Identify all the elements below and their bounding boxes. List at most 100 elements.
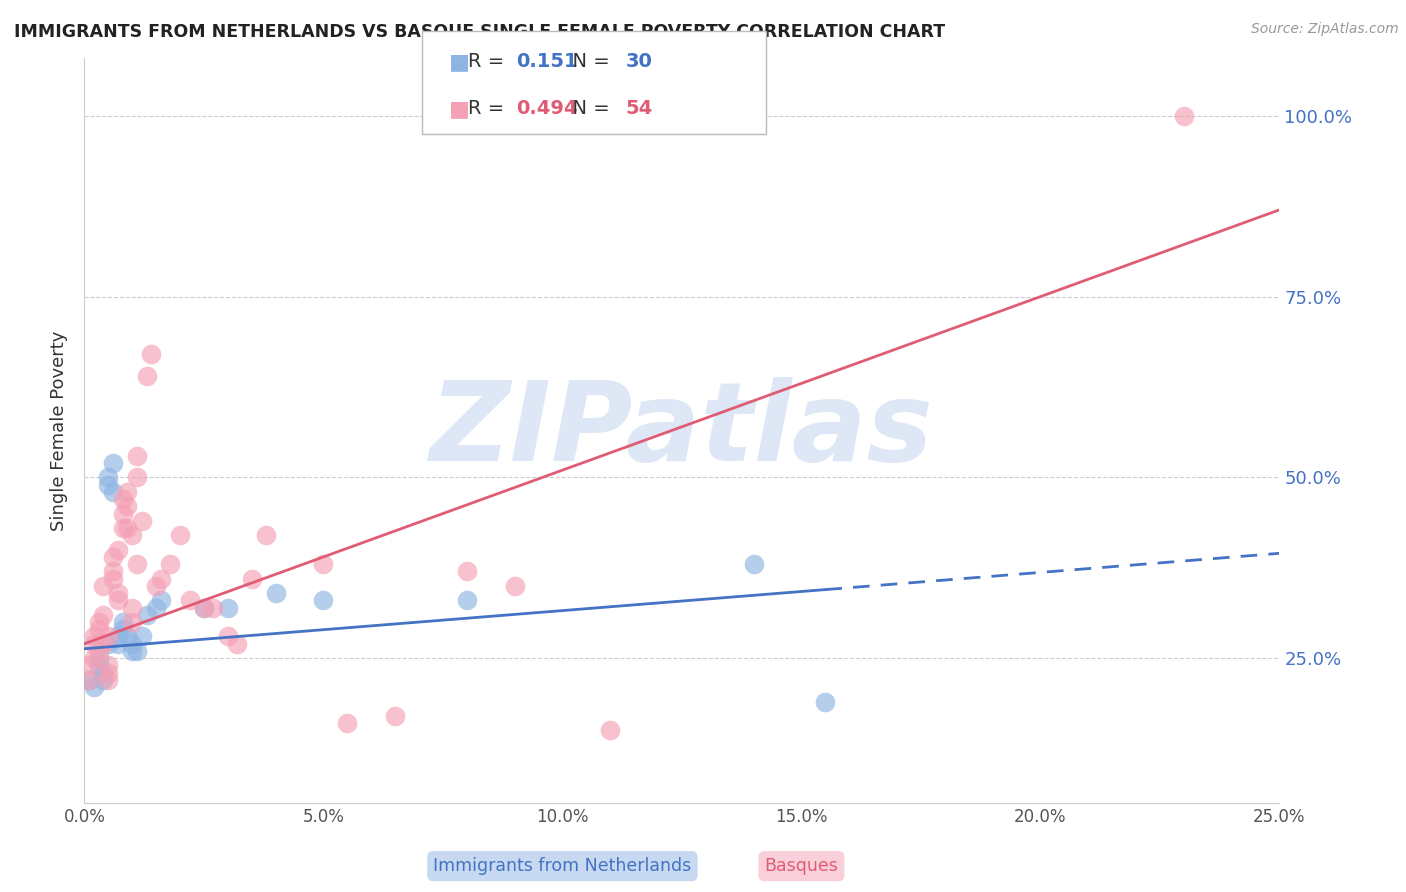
Point <box>97 477 120 491</box>
Point <box>149 593 172 607</box>
Point <box>111 521 134 535</box>
Point <box>125 557 148 571</box>
Point <box>97 630 120 644</box>
Point <box>193 600 215 615</box>
Text: N =: N = <box>560 99 616 119</box>
Text: 0.494: 0.494 <box>516 99 578 119</box>
Point <box>202 600 225 615</box>
Text: Source: ZipAtlas.com: Source: ZipAtlas.com <box>1251 22 1399 37</box>
Point <box>742 557 765 571</box>
Point <box>101 456 124 470</box>
Point <box>125 644 148 658</box>
Point <box>117 500 139 514</box>
Point <box>101 484 124 499</box>
Text: Basques: Basques <box>765 857 838 875</box>
Point <box>87 622 110 636</box>
Point <box>1173 109 1195 123</box>
Text: ■: ■ <box>449 52 470 72</box>
Point <box>125 470 148 484</box>
Point <box>312 557 335 571</box>
Point <box>93 579 115 593</box>
Point <box>312 593 335 607</box>
Point <box>111 492 134 507</box>
Point <box>125 449 148 463</box>
Point <box>111 622 134 636</box>
Text: 54: 54 <box>626 99 652 119</box>
Point <box>131 630 153 644</box>
Point <box>226 637 249 651</box>
Point <box>87 651 110 665</box>
Text: Immigrants from Netherlands: Immigrants from Netherlands <box>433 857 692 875</box>
Text: ■: ■ <box>449 99 470 119</box>
Point <box>107 542 129 557</box>
Point <box>93 665 115 680</box>
Point <box>145 579 167 593</box>
Point <box>149 572 172 586</box>
Point <box>264 586 287 600</box>
Point <box>107 637 129 651</box>
Point <box>97 470 120 484</box>
Point <box>97 673 120 687</box>
Point <box>83 651 105 665</box>
Point <box>135 607 157 622</box>
Point <box>179 593 201 607</box>
Text: N =: N = <box>560 53 616 71</box>
Point <box>121 615 143 629</box>
Point <box>111 615 134 629</box>
Text: IMMIGRANTS FROM NETHERLANDS VS BASQUE SINGLE FEMALE POVERTY CORRELATION CHART: IMMIGRANTS FROM NETHERLANDS VS BASQUE SI… <box>14 22 945 40</box>
Point <box>101 572 124 586</box>
Point <box>121 644 143 658</box>
Point <box>87 658 110 673</box>
Text: ZIPatlas: ZIPatlas <box>430 377 934 483</box>
Point <box>93 607 115 622</box>
Point <box>107 593 129 607</box>
Y-axis label: Single Female Poverty: Single Female Poverty <box>51 330 69 531</box>
Point <box>87 615 110 629</box>
Point <box>336 716 359 731</box>
Point <box>77 673 100 687</box>
Text: 30: 30 <box>626 53 652 71</box>
Point <box>240 572 263 586</box>
Point <box>456 593 478 607</box>
Point <box>111 507 134 521</box>
Point <box>217 630 239 644</box>
Point <box>145 600 167 615</box>
Point <box>599 723 621 738</box>
Point <box>97 658 120 673</box>
Text: 0.151: 0.151 <box>516 53 578 71</box>
Point <box>83 680 105 694</box>
Point <box>117 521 139 535</box>
Point <box>93 637 115 651</box>
Point <box>141 347 163 361</box>
Point <box>97 665 120 680</box>
Point <box>159 557 181 571</box>
Point <box>107 586 129 600</box>
Point <box>83 630 105 644</box>
Point <box>101 565 124 579</box>
Point <box>135 369 157 384</box>
Point <box>217 600 239 615</box>
Point <box>77 673 100 687</box>
Text: R =: R = <box>468 99 510 119</box>
Point <box>97 637 120 651</box>
Point <box>503 579 526 593</box>
Point <box>117 630 139 644</box>
Point <box>117 484 139 499</box>
Point <box>169 528 191 542</box>
Point <box>121 637 143 651</box>
Point <box>87 644 110 658</box>
Point <box>107 630 129 644</box>
Point <box>193 600 215 615</box>
Point <box>83 637 105 651</box>
Point <box>814 695 837 709</box>
Text: R =: R = <box>468 53 510 71</box>
Point <box>101 549 124 564</box>
Point <box>456 565 478 579</box>
Point <box>254 528 277 542</box>
Point <box>93 673 115 687</box>
Point <box>121 600 143 615</box>
Point <box>121 528 143 542</box>
Point <box>77 658 100 673</box>
Point <box>384 709 406 723</box>
Point <box>131 514 153 528</box>
